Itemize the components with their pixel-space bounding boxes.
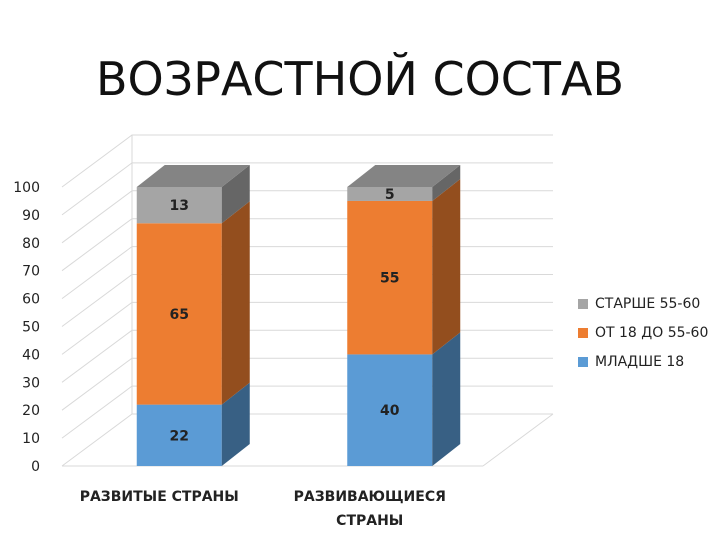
category-label: СТРАНЫ [336,513,403,529]
data-label: 55 [380,271,399,287]
y-tick-label: 60 [22,292,40,308]
category-label: РАЗВИВАЮЩИЕСЯ [294,489,446,505]
y-axis-ticks: 0 10 20 30 40 50 60 70 80 90 100 [13,180,40,475]
legend-label: ОТ 18 ДО 55-60 [595,324,709,341]
x-axis-labels: РАЗВИТЫЕ СТРАНЫ РАЗВИВАЮЩИЕСЯ СТРАНЫ [80,489,446,529]
data-label: 65 [170,307,189,323]
gridline [61,246,553,300]
bar-segment [347,187,433,201]
y-tick-label: 80 [22,236,40,252]
category-label: РАЗВИТЫЕ СТРАНЫ [80,489,239,505]
bar-segment [136,404,222,466]
y-tick-label: 0 [31,459,40,475]
y-tick-label: 10 [22,431,40,447]
bars [136,165,461,466]
data-label: 40 [380,403,400,419]
data-label: 22 [170,428,189,444]
gridline [61,413,553,467]
y-tick-label: 20 [22,403,40,419]
legend-label: СТАРШЕ 55-60 [595,295,701,312]
bar-segment [347,354,433,466]
chart-legend: СТАРШЕ 55-60 ОТ 18 ДО 55-60 МЛАДШЕ 18 [578,289,708,376]
legend-swatch [578,298,588,309]
legend-label: МЛАДШЕ 18 [595,353,685,370]
y-tick-label: 30 [22,375,40,391]
y-tick-label: 90 [22,208,40,224]
bar-segment-side [432,178,461,355]
gridline [61,190,553,244]
bar-segment-side [432,332,461,466]
bar-segment-side [221,382,250,466]
bar-segment [347,200,433,355]
y-tick-label: 50 [22,320,40,336]
gridline [61,329,553,383]
gridline [61,274,553,327]
legend-item: СТАРШЕ 55-60 [578,289,708,318]
y-tick-label: 40 [22,347,40,363]
legend-item: МЛАДШЕ 18 [578,347,708,376]
bar-segment [136,187,222,224]
gridline [61,162,553,216]
floor-edge [482,413,554,467]
bar-segment-side [221,165,250,224]
gridlines [61,134,554,467]
data-label: 5 [385,187,395,203]
bar-segment-side [432,165,461,201]
gridline [61,134,553,188]
bar-segment [136,223,222,405]
data-label: 13 [170,198,189,214]
bar-top [136,165,250,187]
legend-swatch [578,356,588,367]
gridline [61,385,553,439]
bar-segment-side [221,201,250,405]
gridline [61,301,553,355]
bar-top [347,165,461,187]
legend-item: ОТ 18 ДО 55-60 [578,318,708,347]
gridline [61,357,553,411]
chart-title: ВОЗРАСТНОЙ СОСТАВ [95,52,625,106]
y-tick-label: 100 [13,180,40,196]
legend-swatch [578,327,588,338]
gridline [61,218,553,272]
y-tick-label: 70 [22,264,40,280]
